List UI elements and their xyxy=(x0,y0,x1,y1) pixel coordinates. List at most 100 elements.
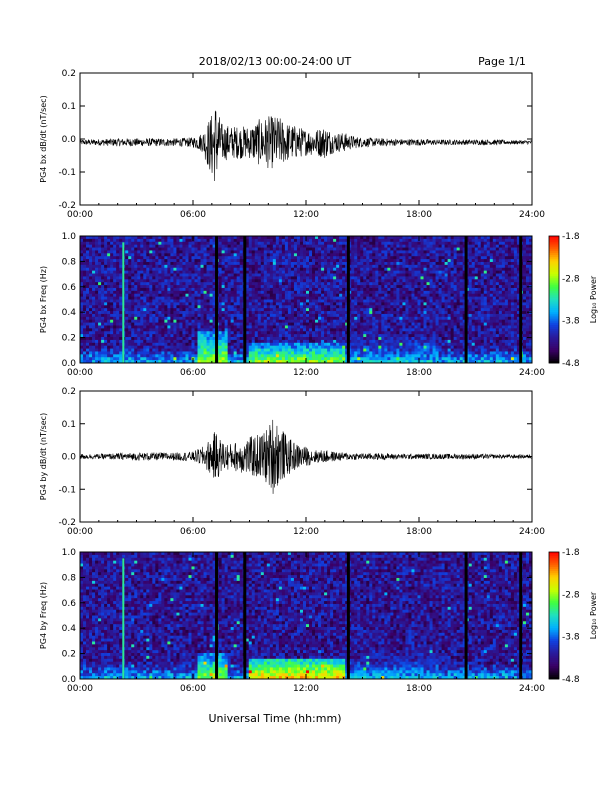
spectrogram-cell xyxy=(342,267,346,272)
spectrogram-cell xyxy=(155,264,159,269)
spectrogram-cell xyxy=(248,302,253,306)
spectrogram-cell xyxy=(357,299,361,303)
spectrogram-cell xyxy=(387,313,391,318)
spectrogram-cell xyxy=(293,342,298,347)
spectrogram-cell xyxy=(357,273,361,277)
spectrogram-cell xyxy=(155,287,159,292)
spectrogram-cell xyxy=(393,244,397,248)
spectrogram-cell xyxy=(101,287,105,292)
spectrogram-cell xyxy=(387,241,391,246)
spectrogram-cell xyxy=(393,273,397,277)
spectrogram-cell xyxy=(194,256,198,260)
spectrogram-cell xyxy=(155,316,159,321)
spectrogram-cell xyxy=(378,279,382,283)
spectrogram-cell xyxy=(384,357,388,361)
spectrogram-cell xyxy=(179,276,183,280)
spectrogram-cell xyxy=(287,296,292,300)
spectrogram-cell xyxy=(245,290,250,295)
y-tick-label: 0.0 xyxy=(62,135,77,145)
spectrogram-cell xyxy=(375,247,379,251)
spectrogram-cell xyxy=(360,302,364,306)
spectrogram-cell xyxy=(80,308,84,312)
spectrogram-cell xyxy=(315,276,319,280)
spectrogram-cell xyxy=(281,282,286,286)
spectrogram-cell xyxy=(339,308,343,312)
spectrogram-cell xyxy=(321,302,325,306)
spectrogram-cell xyxy=(378,316,382,321)
spectrogram-cell xyxy=(176,259,180,263)
spectrogram-cell xyxy=(110,282,114,286)
spectrogram-cell xyxy=(104,285,108,289)
spectrogram-cell xyxy=(342,273,346,277)
spectrogram-cell xyxy=(402,360,406,364)
spectrogram-cell xyxy=(342,299,346,303)
spectrogram-cell xyxy=(405,302,409,306)
spectrogram-cell xyxy=(143,337,147,341)
spectrogram-cell xyxy=(137,311,141,315)
spectrogram-cell xyxy=(239,256,244,260)
spectrogram-cell xyxy=(200,342,204,347)
spectrogram-cell xyxy=(119,331,123,335)
spectrogram-cell xyxy=(80,267,84,272)
spectrogram-cell xyxy=(251,325,256,329)
spectrogram-cell xyxy=(342,236,346,240)
spectrogram-cell xyxy=(161,360,165,364)
spectrogram-cell xyxy=(245,273,250,277)
spectrogram-cell xyxy=(296,316,301,321)
spectrogram-cell xyxy=(411,253,415,257)
spectrogram-cell xyxy=(333,357,337,361)
spectrogram-cell xyxy=(191,253,195,257)
spectrogram-cell xyxy=(330,264,334,269)
spectrogram-cell xyxy=(119,244,123,248)
spectrogram-cell xyxy=(405,305,409,309)
spectrogram-cell xyxy=(414,264,418,269)
spectrogram-cell xyxy=(239,264,244,269)
spectrogram-cell xyxy=(185,360,189,364)
spectrogram-cell xyxy=(309,328,313,332)
spectrogram-cell xyxy=(161,238,165,243)
spectrogram-cell xyxy=(239,305,244,309)
spectrogram-cell xyxy=(396,319,400,323)
spectrogram-cell xyxy=(179,270,183,274)
spectrogram-cell xyxy=(411,337,415,341)
spectrogram-cell xyxy=(284,279,289,283)
spectrogram-cell xyxy=(113,290,117,295)
spectrogram-cell xyxy=(309,276,313,280)
spectrogram-cell xyxy=(302,345,307,349)
spectrogram-cell xyxy=(170,276,174,280)
spectrogram-cell xyxy=(339,273,343,277)
spectrogram-cell xyxy=(369,325,373,329)
spectrogram-cell xyxy=(363,339,367,344)
spectrogram-cell xyxy=(161,282,165,286)
spectrogram-cell xyxy=(137,334,141,338)
spectrogram-cell xyxy=(263,328,268,332)
spectrogram-cell xyxy=(378,345,382,349)
spectrogram-cell xyxy=(173,293,177,298)
spectrogram-cell xyxy=(173,305,177,309)
spectrogram-cell xyxy=(185,244,189,248)
spectrogram-cell xyxy=(155,345,159,349)
spectrogram-cell xyxy=(212,270,216,274)
spectrogram-cell xyxy=(260,334,265,338)
spectrogram-cell xyxy=(158,316,162,321)
spectrogram-cell xyxy=(209,345,213,349)
spectrogram-cell xyxy=(248,241,253,246)
spectrogram-cell xyxy=(330,247,334,251)
spectrogram-cell xyxy=(275,322,280,326)
spectrogram-cell xyxy=(158,322,162,326)
spectrogram-cell xyxy=(86,256,90,260)
spectrogram-cell xyxy=(206,311,210,315)
spectrogram-cell xyxy=(269,360,274,364)
spectrogram-cell xyxy=(194,250,198,254)
spectrogram-cell xyxy=(134,342,138,347)
spectrogram-cell xyxy=(248,287,253,292)
spectrogram-cell xyxy=(254,334,259,338)
spectrogram-cell xyxy=(98,293,102,298)
spectrogram-cell xyxy=(110,342,114,347)
spectrogram-cell xyxy=(339,299,343,303)
spectrogram-cell xyxy=(146,322,150,326)
spectrogram-cell xyxy=(161,264,165,269)
x-tick-label: 12:00 xyxy=(293,210,319,220)
spectrogram-cell xyxy=(179,354,183,358)
spectrogram-cell xyxy=(86,290,90,295)
